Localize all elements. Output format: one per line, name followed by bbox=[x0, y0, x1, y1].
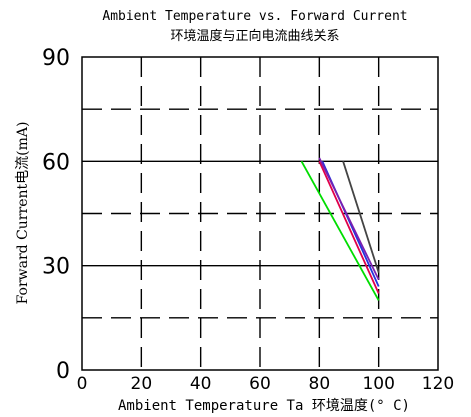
x-axis-label: Ambient Temperature Ta 环境温度(° C) bbox=[118, 398, 410, 414]
y-tick-label-3: 90 bbox=[42, 46, 70, 71]
series-line-3 bbox=[318, 157, 380, 280]
series-line-4 bbox=[342, 161, 380, 273]
x-tick-label-6: 120 bbox=[422, 374, 454, 394]
series-group bbox=[300, 157, 380, 301]
plot-frame bbox=[81, 56, 439, 371]
y-tick-label-2: 60 bbox=[42, 150, 70, 175]
x-tick-label-1: 20 bbox=[131, 374, 153, 394]
x-tick-label-0: 0 bbox=[77, 374, 88, 394]
y-axis-label: Forward Current电流(mA) bbox=[15, 122, 31, 305]
y-tick-label-0: 0 bbox=[56, 359, 70, 384]
chart-title: Ambient Temperature vs. Forward Current bbox=[102, 9, 407, 24]
x-tick-label-5: 100 bbox=[362, 374, 394, 394]
x-tick-label-3: 60 bbox=[249, 374, 271, 394]
x-tick-label-2: 40 bbox=[190, 374, 212, 394]
series-line-0 bbox=[300, 160, 380, 301]
chart-subtitle: 环境温度与正向电流曲线关系 bbox=[170, 28, 339, 44]
y-tick-label-1: 30 bbox=[42, 255, 70, 280]
series-line-1 bbox=[318, 160, 380, 294]
tick-labels: 0 20 40 60 80 100 120 0 30 60 90 bbox=[42, 46, 454, 394]
grid bbox=[82, 57, 438, 370]
x-tick-label-4: 80 bbox=[309, 374, 331, 394]
